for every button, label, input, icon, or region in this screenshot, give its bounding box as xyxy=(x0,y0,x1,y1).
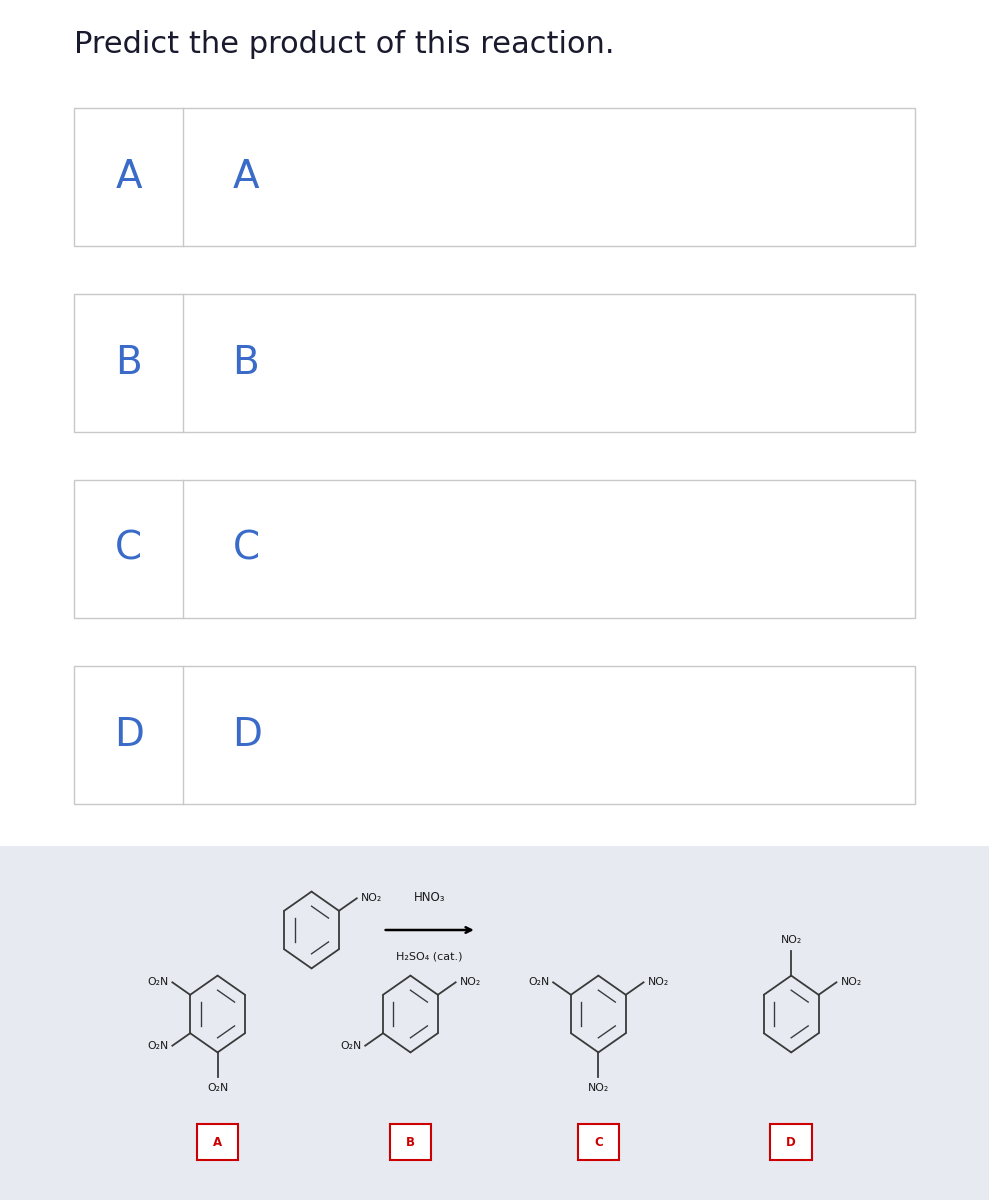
Text: C: C xyxy=(115,530,142,568)
Bar xyxy=(390,1124,431,1160)
Text: D: D xyxy=(232,716,262,754)
Bar xyxy=(74,108,915,246)
Text: B: B xyxy=(232,344,259,382)
Text: NO₂: NO₂ xyxy=(780,935,802,944)
Bar xyxy=(74,294,915,432)
Text: NO₂: NO₂ xyxy=(460,977,481,988)
Text: C: C xyxy=(232,530,259,568)
Text: O₂N: O₂N xyxy=(147,977,168,988)
Text: B: B xyxy=(115,344,142,382)
Text: O₂N: O₂N xyxy=(528,977,549,988)
Text: A: A xyxy=(232,158,259,196)
Text: NO₂: NO₂ xyxy=(841,977,861,988)
Bar xyxy=(0,846,989,1200)
Text: NO₂: NO₂ xyxy=(587,1084,609,1093)
Text: O₂N: O₂N xyxy=(207,1084,228,1093)
Bar xyxy=(74,666,915,804)
Text: Predict the product of this reaction.: Predict the product of this reaction. xyxy=(74,30,615,59)
Text: C: C xyxy=(594,1136,602,1148)
Text: NO₂: NO₂ xyxy=(648,977,669,988)
Text: D: D xyxy=(114,716,143,754)
Text: A: A xyxy=(213,1136,223,1148)
Text: A: A xyxy=(116,158,141,196)
Text: O₂N: O₂N xyxy=(340,1040,361,1051)
Bar xyxy=(197,1124,238,1160)
Text: H₂SO₄ (cat.): H₂SO₄ (cat.) xyxy=(397,952,463,961)
Bar xyxy=(578,1124,619,1160)
Text: NO₂: NO₂ xyxy=(361,893,382,904)
Bar xyxy=(770,1124,812,1160)
Text: B: B xyxy=(405,1136,415,1148)
Text: O₂N: O₂N xyxy=(147,1040,168,1051)
Text: D: D xyxy=(786,1136,796,1148)
Text: HNO₃: HNO₃ xyxy=(414,890,445,904)
Bar xyxy=(74,480,915,618)
